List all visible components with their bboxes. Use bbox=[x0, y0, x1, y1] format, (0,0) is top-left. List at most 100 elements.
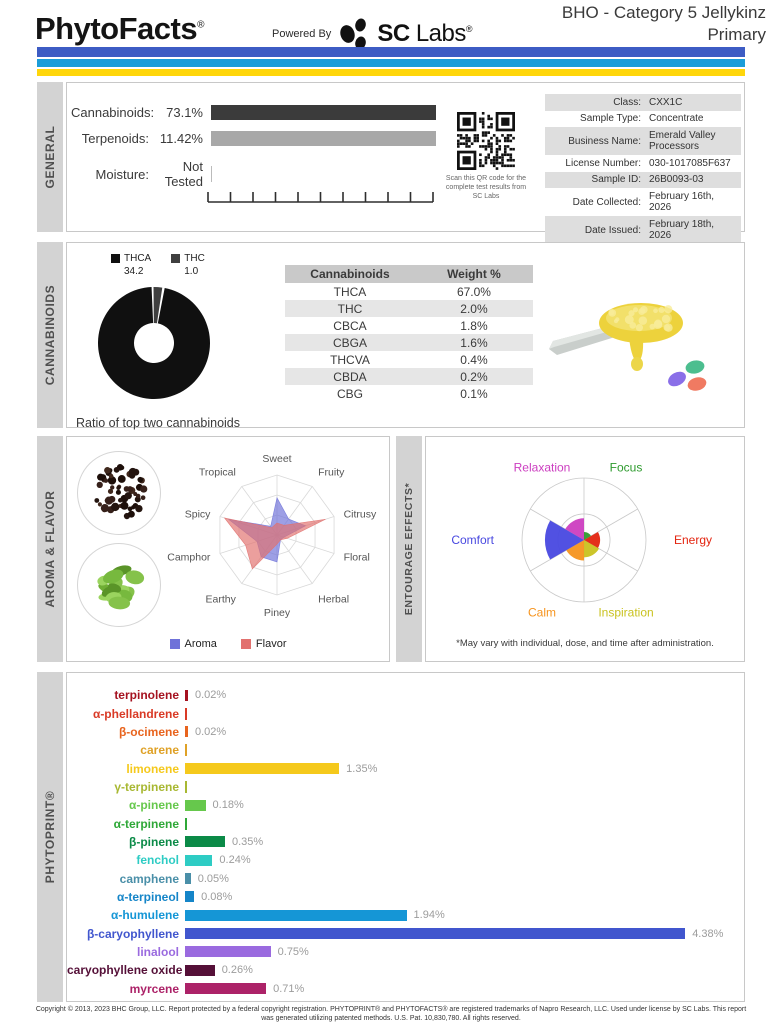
radar-axis-label: Sweet bbox=[262, 453, 291, 465]
cannabinoid-row: THCVA 0.4% bbox=[285, 351, 533, 368]
section-cannabinoids: CANNABINOIDS THCA 34.2 THC 1.0 Ratio of top… bbox=[37, 242, 745, 430]
legend-value: 1.0 bbox=[184, 265, 199, 277]
section-general-card: Cannabinoids: 73.1% Terpenoids: 11.42% M… bbox=[66, 82, 745, 244]
terpene-label: linalool bbox=[137, 944, 179, 959]
cannabinoid-weight: 1.6% bbox=[460, 335, 488, 350]
cannabinoid-weight: 0.4% bbox=[460, 352, 488, 367]
section-phytoprint: PHYTOPRINT® terpinolene 0.02% α-phellandre… bbox=[37, 672, 745, 1002]
terpene-row: limonene 1.35% bbox=[67, 759, 744, 777]
section-phytoprint-card: terpinolene 0.02% α-phellandrene β-ocimene 0… bbox=[66, 672, 745, 1002]
info-row-label: Date Collected: bbox=[572, 196, 641, 208]
radar-series-flavor bbox=[223, 517, 326, 570]
section-entourage: ENTOURAGE EFFECTS* Focus Energy Inspiratio… bbox=[396, 436, 745, 662]
report-title: BHO - Category 5 Jellykinz Primary bbox=[562, 2, 766, 46]
cannabinoid-row: THCA 67.0% bbox=[285, 283, 533, 300]
entourage-label-inspiration: Inspiration bbox=[598, 606, 653, 620]
info-row: Business Name: Emerald Valley Processors bbox=[545, 127, 741, 155]
sc-labs-logo-icon bbox=[340, 18, 367, 50]
moisture-row: Moisture: Not Tested bbox=[67, 159, 212, 189]
info-row-label: Sample ID: bbox=[591, 174, 641, 186]
cannabinoids-total-row: Cannabinoids: 73.1% bbox=[67, 105, 436, 120]
cannabinoid-name: CBDA bbox=[333, 369, 367, 384]
terpene-label: β-pinene bbox=[129, 834, 179, 849]
terpene-bar bbox=[185, 836, 225, 848]
scale-ruler bbox=[207, 192, 434, 203]
legend-name: THCA bbox=[124, 253, 152, 264]
peppercorns-photo bbox=[77, 451, 161, 535]
terpene-label: caryophyllene oxide bbox=[67, 963, 183, 978]
cannabinoid-weight: 0.2% bbox=[460, 369, 488, 384]
cannabinoid-ratio-donut bbox=[98, 287, 210, 399]
jellybeans-logo bbox=[668, 360, 707, 391]
terpene-bar bbox=[185, 964, 215, 976]
info-row-value: 030-1017085F637 bbox=[649, 157, 731, 169]
info-row: Sample Type: Concentrate bbox=[545, 110, 741, 127]
moisture-value: Not Tested bbox=[164, 159, 203, 189]
info-row-value: Concentrate bbox=[649, 113, 704, 124]
cannabinoid-weight: 0.1% bbox=[460, 386, 488, 401]
terpene-label: α-terpineol bbox=[116, 889, 179, 904]
info-row-value: 26B0093-03 bbox=[649, 174, 704, 185]
entourage-label-energy: Energy bbox=[674, 533, 712, 547]
info-row: Class: CXX1C bbox=[545, 94, 741, 111]
report-title-line1: BHO - Category 5 Jellykinz bbox=[561, 3, 766, 22]
radar-legend-item: Flavor bbox=[240, 638, 286, 650]
cannabinoid-name: THCVA bbox=[330, 352, 370, 367]
section-cannabinoids-card: THCA 34.2 THC 1.0 Ratio of top two cannabin… bbox=[66, 242, 745, 430]
terpene-row: terpinolene 0.02% bbox=[67, 686, 744, 704]
radar-axis-label: Citrusy bbox=[344, 508, 377, 520]
info-row-label: License Number: bbox=[565, 157, 641, 169]
terpene-value: 0.75% bbox=[277, 945, 309, 958]
donut-legend-item: THC 1.0 bbox=[171, 253, 205, 278]
legend-text: THC 1.0 bbox=[184, 253, 205, 278]
info-row-value: February 16th, 2026 bbox=[649, 190, 715, 214]
terpene-value: 0.02% bbox=[195, 689, 227, 702]
terpene-bar bbox=[185, 946, 271, 958]
section-general: GENERAL Cannabinoids: 73.1% Terpenoids: … bbox=[37, 82, 745, 244]
terpene-label: fenchol bbox=[136, 853, 179, 868]
copyright-line2: was generated utilizing patented methods… bbox=[261, 1015, 521, 1023]
terpene-label: limonene bbox=[126, 761, 179, 776]
terpene-row: α-humulene 1.94% bbox=[67, 906, 744, 924]
radar-axis-label: Earthy bbox=[205, 594, 236, 606]
info-row-label: Date Issued: bbox=[584, 224, 641, 236]
terpenoids-total-value: 11.42% bbox=[159, 131, 203, 146]
terpene-value: 0.24% bbox=[219, 854, 251, 867]
donut-legend-item: THCA 34.2 bbox=[111, 253, 151, 278]
info-row: Date Issued: February 18th, 2026 bbox=[545, 216, 741, 244]
entourage-wedge-focus bbox=[584, 531, 591, 540]
radar-axis-label: Spicy bbox=[185, 508, 211, 520]
section-cannabinoids-tab: CANNABINOIDS bbox=[37, 242, 63, 428]
radar-axis-label: Floral bbox=[344, 552, 370, 564]
legend-swatch bbox=[171, 254, 181, 263]
cannabinoid-name: THCA bbox=[333, 284, 367, 299]
terpene-label: β-ocimene bbox=[118, 724, 179, 739]
cannabinoid-row: CBG 0.1% bbox=[285, 385, 533, 402]
donut-legend: THCA 34.2 THC 1.0 bbox=[111, 253, 205, 278]
terpenoids-total-bar bbox=[211, 131, 436, 146]
moisture-zero-tick bbox=[211, 166, 212, 182]
cannabinoid-weight: 1.8% bbox=[460, 318, 488, 333]
legend-label: Aroma bbox=[184, 638, 217, 650]
terpene-bar bbox=[185, 689, 188, 701]
concentrate-photo bbox=[549, 303, 707, 391]
terpene-row: β-caryophyllene 4.38% bbox=[67, 924, 744, 942]
terpene-label: camphene bbox=[119, 871, 179, 886]
entourage-footnote: *May vary with individual, dose, and tim… bbox=[456, 638, 714, 649]
terpene-bar bbox=[185, 891, 195, 903]
legend-text: THCA 34.2 bbox=[124, 253, 151, 278]
terpene-row: linalool 0.75% bbox=[67, 943, 744, 961]
sample-info-table: Class: CXX1C Sample Type: Concentrate Busine… bbox=[545, 94, 741, 244]
cannabinoid-table: Cannabinoids Weight % THCA 67.0% THC 2.0% CBCA… bbox=[285, 265, 533, 402]
cannabinoid-row: CBCA 1.8% bbox=[285, 317, 533, 334]
terpenoids-total-label: Terpenoids: bbox=[81, 131, 149, 146]
terpene-value: 1.35% bbox=[346, 762, 378, 775]
header-stripe-lightblue bbox=[37, 59, 745, 67]
terpene-row: α-terpinene bbox=[67, 814, 744, 832]
terpene-value: 0.35% bbox=[231, 835, 264, 848]
cannabinoid-row: THC 2.0% bbox=[285, 300, 533, 317]
entourage-wedge-inspiration bbox=[584, 540, 600, 558]
terpene-row: α-pinene 0.18% bbox=[67, 796, 744, 814]
section-phytoprint-tab: PHYTOPRINT® bbox=[37, 672, 63, 1002]
terpene-row: β-ocimene 0.02% bbox=[67, 723, 744, 741]
